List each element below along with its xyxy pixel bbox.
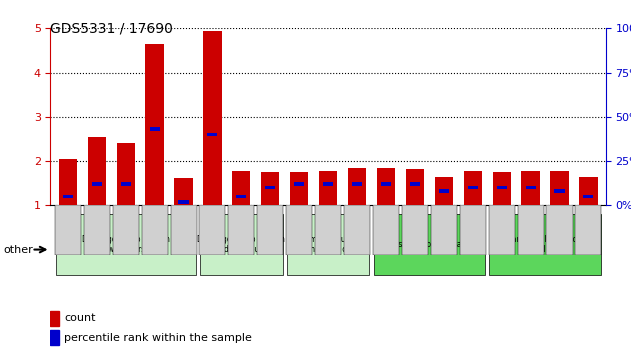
Bar [550,171,569,205]
Bar [381,182,391,186]
Bar [146,44,163,205]
Text: Santa Olalla lagoon
(unpolluted): Santa Olalla lagoon (unpolluted) [507,235,582,254]
FancyBboxPatch shape [431,205,457,255]
Bar [435,177,453,205]
FancyBboxPatch shape [55,205,81,255]
FancyBboxPatch shape [374,214,485,275]
Bar [323,182,333,186]
FancyBboxPatch shape [286,205,312,255]
FancyBboxPatch shape [517,205,543,255]
Bar [261,172,280,205]
Text: phosphogypsum stacks: phosphogypsum stacks [384,240,475,249]
FancyBboxPatch shape [113,205,139,255]
FancyBboxPatch shape [287,214,369,275]
Bar [59,159,77,205]
FancyBboxPatch shape [141,205,168,255]
Text: GDS5331 / 17690: GDS5331 / 17690 [50,21,174,35]
FancyBboxPatch shape [56,214,196,275]
Bar [521,171,540,205]
Bar [174,178,192,205]
FancyBboxPatch shape [344,205,370,255]
Bar [526,186,536,189]
Text: Domingo Rubio stream
lower course: Domingo Rubio stream lower course [82,235,170,254]
Bar [352,182,362,186]
Bar [179,200,189,204]
Bar [121,182,131,186]
Text: percentile rank within the sample: percentile rank within the sample [64,332,252,343]
Bar [150,127,160,131]
FancyBboxPatch shape [546,205,572,255]
Bar [232,171,251,205]
FancyBboxPatch shape [200,214,283,275]
Text: Domingo Rubio
stream upper course: Domingo Rubio stream upper course [288,235,368,254]
Bar [583,195,594,198]
FancyBboxPatch shape [373,205,399,255]
Bar [464,171,482,205]
FancyBboxPatch shape [402,205,428,255]
FancyBboxPatch shape [488,205,515,255]
Bar [493,172,510,205]
Bar [497,186,507,189]
Bar [319,171,337,205]
FancyBboxPatch shape [170,205,196,255]
Text: other: other [3,245,33,255]
Bar [236,195,247,198]
Bar [468,186,478,189]
Bar [88,137,106,205]
FancyBboxPatch shape [228,205,254,255]
Bar [555,189,565,193]
Bar [91,182,102,186]
Bar [50,330,59,345]
FancyBboxPatch shape [257,205,283,255]
Bar [406,169,424,205]
Text: Domingo Rubio stream
medium course: Domingo Rubio stream medium course [198,235,285,254]
FancyBboxPatch shape [490,214,601,275]
FancyBboxPatch shape [315,205,341,255]
Bar [439,189,449,193]
Bar [290,172,309,205]
Bar [579,177,598,205]
FancyBboxPatch shape [460,205,486,255]
FancyBboxPatch shape [575,205,601,255]
Bar [203,30,221,205]
Bar [62,195,73,198]
Bar [348,168,366,205]
Bar [117,143,135,205]
Bar [265,186,275,189]
FancyBboxPatch shape [84,205,110,255]
Bar [410,182,420,186]
Bar [50,311,59,326]
Bar [377,168,395,205]
Text: count: count [64,313,96,323]
Bar [294,182,304,186]
FancyBboxPatch shape [199,205,225,255]
Bar [208,133,218,136]
